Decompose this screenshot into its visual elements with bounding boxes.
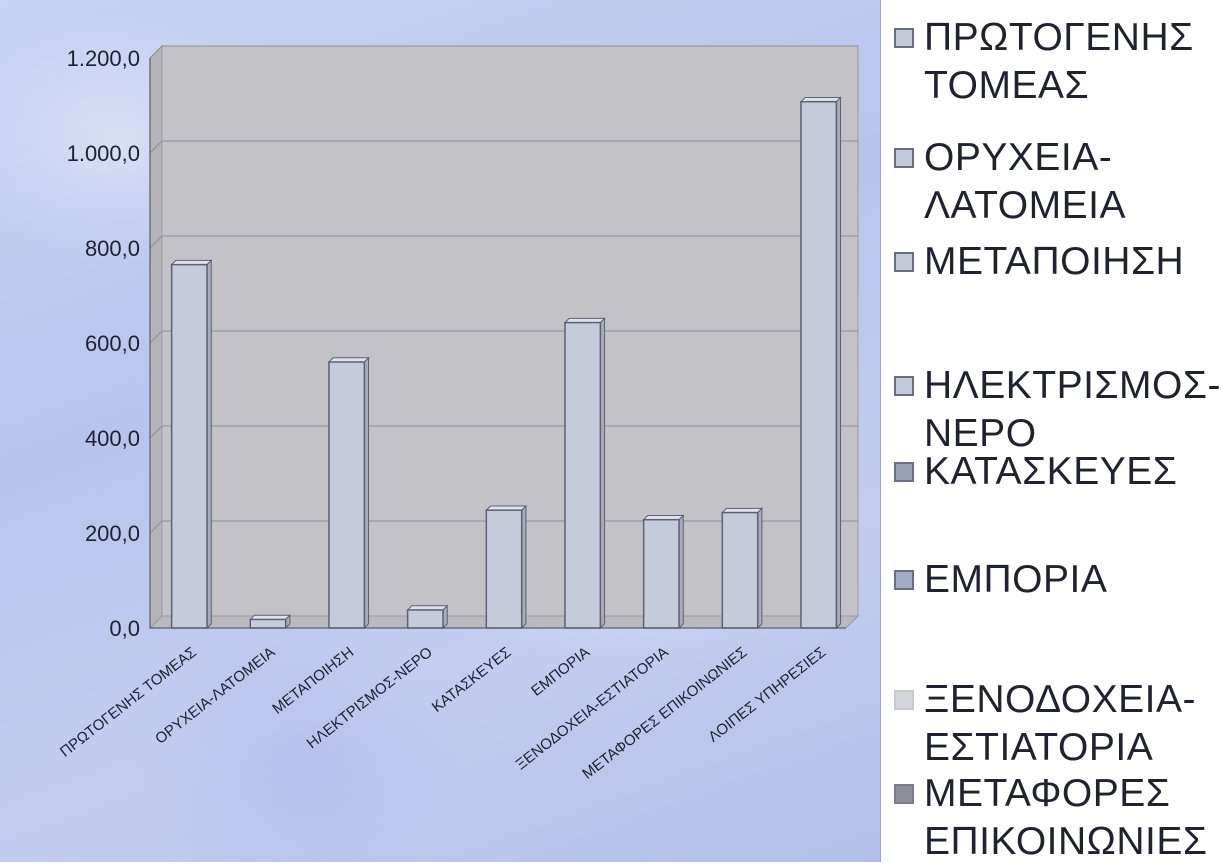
bar (170, 263, 208, 629)
y-tick-label: 0,0 (109, 616, 140, 641)
bar-chart: 0,0 200,0 400,0 600,0 800,0 1.000,0 1.200,0 ΠΡΩ… (57, 44, 860, 783)
x-tick-label: ΗΛΕΚΤΡΙΣΜΟΣ-ΝΕΡΟ (304, 644, 436, 752)
legend-label: ΜΕΤΑΠΟΙΗΣΗ (924, 240, 1185, 283)
legend-label: ΠΡΩΤΟΓΕΝΗΣ ΤΟΜΕΑΣ (924, 16, 1194, 107)
legend-swatch (894, 784, 914, 804)
legend-label: ΚΑΤΑΣΚΕΥΕΣ (924, 450, 1178, 493)
y-tick-label: 400,0 (85, 426, 140, 451)
bar (721, 511, 759, 629)
legend-item: ΕΜΠΟΡΙΑ (894, 556, 1222, 604)
bar (800, 100, 838, 629)
x-tick-label: ΚΑΤΑΣΚΕΥΕΣ (429, 644, 515, 716)
gridline-side (149, 140, 163, 154)
gridline-side (149, 330, 163, 344)
legend-label: ΟΡΥΧΕΙΑ- ΛΑΤΟΜΕΙΑ (924, 136, 1126, 227)
y-tick-label: 1.200,0 (67, 46, 140, 71)
legend-swatch (894, 376, 914, 396)
gridline-side (149, 425, 163, 439)
legend-label: ΜΕΤΑΦΟΡΕΣ ΕΠΙΚΟΙΝΩΝΙΕΣ (924, 772, 1208, 863)
legend-item: ΜΕΤΑΦΟΡΕΣ ΕΠΙΚΟΙΝΩΝΙΕΣ (894, 770, 1222, 866)
bar (406, 609, 444, 629)
bar (249, 618, 287, 629)
legend-label: ΗΛΕΚΤΡΙΣΜΟΣ- ΝΕΡΟ (924, 364, 1221, 455)
x-tick-label: ΕΜΠΟΡΙΑ (528, 644, 593, 700)
legend-item: ΚΑΤΑΣΚΕΥΕΣ (894, 448, 1222, 496)
legend-swatch (894, 690, 914, 710)
legend-swatch (894, 252, 914, 272)
x-tick-label: ΜΕΤΑΦΟΡΕΣ ΕΠΙΚΟΙΝΩΝΙΕΣ (579, 644, 750, 783)
legend-item: ΗΛΕΚΤΡΙΣΜΟΣ- ΝΕΡΟ (894, 362, 1222, 458)
gridline-side (149, 520, 163, 534)
bar (328, 361, 366, 629)
gridline-side (149, 45, 163, 59)
legend-item: ΞΕΝΟΔΟΧΕΙΑ- ΕΣΤΙΑΤΟΡΙΑ (894, 676, 1222, 772)
bar (642, 518, 680, 629)
legend-swatch (894, 148, 914, 168)
gridline-side (149, 235, 163, 249)
x-tick-label: ΞΕΝΟΔΟΧΕΙΑ-ΕΣΤΙΑΤΟΡΙΑ (513, 644, 672, 774)
y-tick-label: 200,0 (85, 521, 140, 546)
x-tick-label: ΠΡΩΤΟΓΕΝΗΣ ΤΟΜΕΑΣ (57, 644, 200, 761)
y-tick-label: 1.000,0 (67, 141, 140, 166)
bar (485, 509, 523, 629)
legend-swatch (894, 462, 914, 482)
bar (564, 321, 602, 629)
legend-label: ΕΜΠΟΡΙΑ (924, 558, 1108, 601)
legend-item: ΠΡΩΤΟΓΕΝΗΣ ΤΟΜΕΑΣ (894, 14, 1222, 110)
legend: ΠΡΩΤΟΓΕΝΗΣ ΤΟΜΕΑΣ ΟΡΥΧΕΙΑ- ΛΑΤΟΜΕΙΑ ΜΕΤΑ… (884, 0, 1222, 863)
legend-item: ΟΡΥΧΕΙΑ- ΛΑΤΟΜΕΙΑ (894, 134, 1222, 230)
legend-swatch (894, 570, 914, 590)
legend-swatch (894, 28, 914, 48)
chart-area: 0,0 200,0 400,0 600,0 800,0 1.000,0 1.200,0 ΠΡΩ… (0, 0, 881, 862)
y-tick-label: 800,0 (85, 236, 140, 261)
legend-item: ΜΕΤΑΠΟΙΗΣΗ (894, 238, 1222, 286)
y-tick-label: 600,0 (85, 331, 140, 356)
legend-label: ΞΕΝΟΔΟΧΕΙΑ- ΕΣΤΙΑΤΟΡΙΑ (924, 678, 1196, 769)
